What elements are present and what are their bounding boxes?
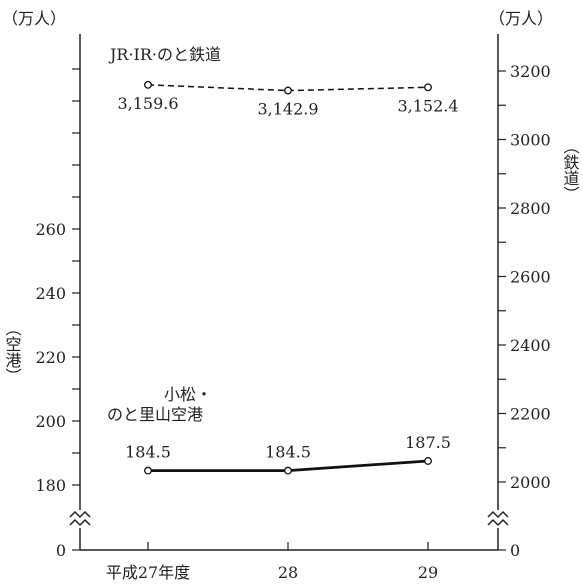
- series-1-point-2: [424, 457, 432, 465]
- left-axis-break: [69, 510, 91, 528]
- series-1-data-label-2: 187.5: [405, 433, 451, 452]
- ticks-layer: 1802002202402600200022002400260028003000…: [35, 62, 550, 582]
- right-axis-break: [487, 510, 509, 528]
- x-tick-label-2: 29: [418, 563, 438, 582]
- right-axis-title: （鉄道）: [561, 138, 580, 202]
- series-1-data-label-1: 184.5: [265, 443, 311, 462]
- right-axis-break-stroke-1: [487, 510, 509, 519]
- left-tick-label-240: 240: [35, 284, 66, 303]
- right-tick-label-2000: 2000: [510, 473, 551, 492]
- x-tick-label-1: 28: [278, 563, 298, 582]
- series-rail-name: JR·IR·のと鉄道: [108, 45, 221, 64]
- right-tick-label-2400: 2400: [510, 336, 551, 355]
- series-layer: 3,159.6 3,142.9 3,152.4 184.5 184.5 187.5: [117, 80, 459, 475]
- series-0-point-2: [424, 83, 432, 92]
- left-tick-label-260: 260: [35, 220, 66, 239]
- left-tick-label-zero: 0: [56, 541, 66, 560]
- left-axis-title: （空港）: [3, 320, 22, 384]
- series-0-point-0: [144, 80, 152, 89]
- left-tick-label-180: 180: [35, 476, 66, 495]
- right-tick-label-zero: 0: [510, 541, 520, 560]
- series-0-data-label-0: 3,159.6: [117, 94, 178, 113]
- right-tick-label-2600: 2600: [510, 268, 551, 287]
- left-tick-label-220: 220: [35, 348, 66, 367]
- x-tick-label-0: 平成27年度: [106, 563, 190, 582]
- series-1-point-1: [284, 466, 292, 475]
- series-1-point-0: [144, 466, 152, 475]
- left-axis-break-stroke-2: [69, 518, 91, 527]
- series-airport-name-line1: 小松・: [164, 385, 212, 404]
- right-axis-unit: （万人）: [489, 9, 553, 28]
- series-0-point-1: [284, 86, 292, 95]
- series-1-data-label-0: 184.5: [125, 443, 171, 462]
- series-airport-name-line2: のと里山空港: [107, 405, 203, 424]
- right-axis-break-stroke-2: [487, 518, 509, 527]
- series-0-data-label-2: 3,152.4: [397, 96, 458, 115]
- left-axis-break-mask: [70, 510, 90, 528]
- right-tick-label-3000: 3000: [510, 131, 551, 150]
- left-axis-break-stroke-1: [69, 510, 91, 519]
- axes-layer: [69, 34, 509, 551]
- left-tick-label-200: 200: [35, 412, 66, 431]
- right-tick-label-2800: 2800: [510, 199, 551, 218]
- right-axis-break-mask: [488, 510, 508, 528]
- series-0-data-label-1: 3,142.9: [257, 100, 318, 119]
- left-axis-unit: （万人）: [2, 9, 66, 28]
- right-tick-label-3200: 3200: [510, 62, 551, 81]
- right-tick-label-2200: 2200: [510, 405, 551, 424]
